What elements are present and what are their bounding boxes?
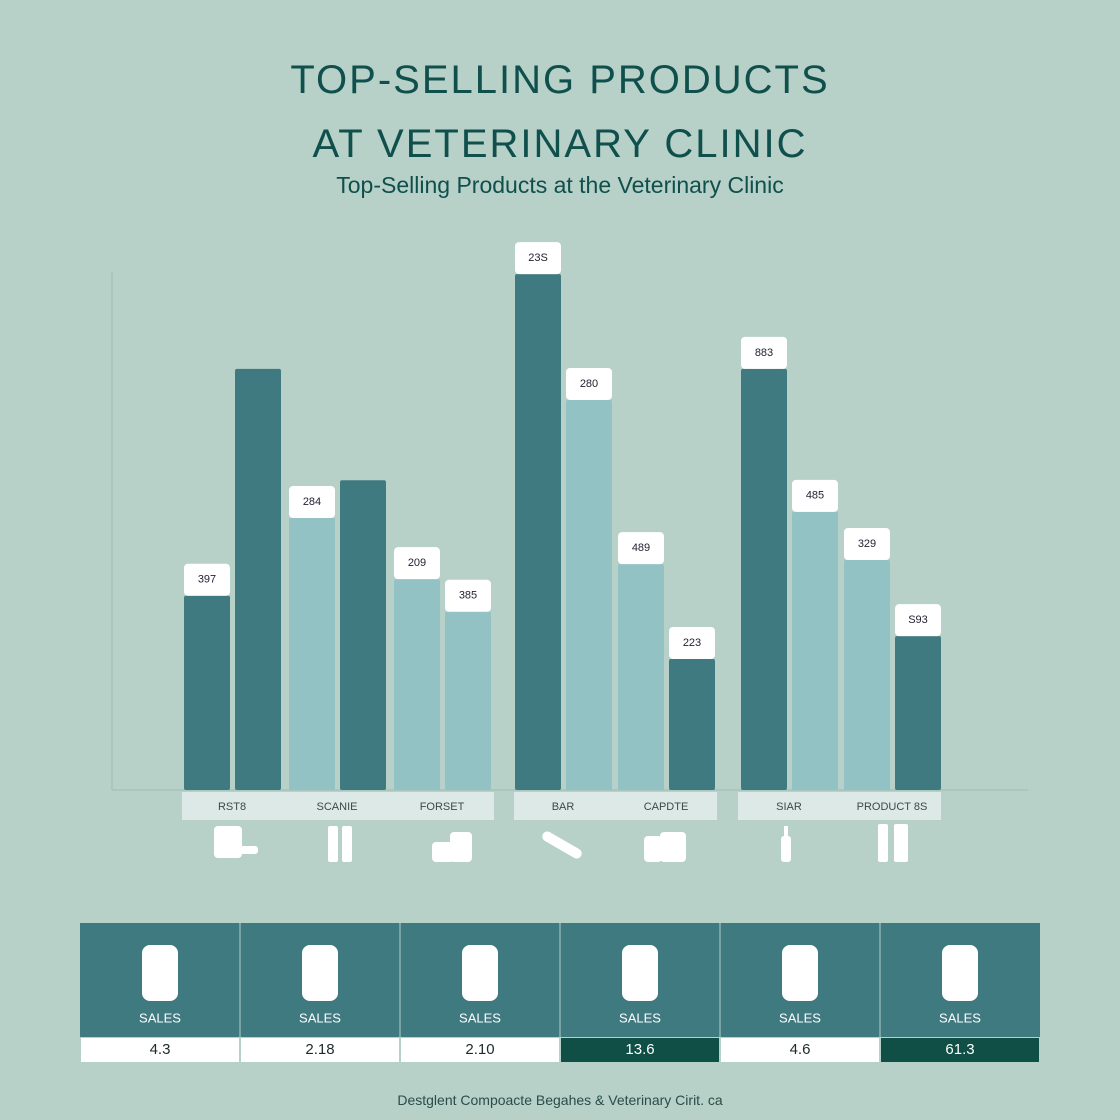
- icon: [302, 945, 338, 1001]
- value-cell: [721, 1038, 879, 1062]
- bar: [895, 636, 941, 790]
- label-box: [669, 626, 715, 659]
- cell-value: 4.3: [150, 1041, 171, 1058]
- label-box: [445, 579, 491, 612]
- label-box: [566, 367, 612, 400]
- bar: [184, 595, 230, 790]
- cell-value: 13.6: [625, 1041, 654, 1058]
- bar: [741, 368, 787, 790]
- x-tick-label: SCANIE: [317, 801, 358, 813]
- bar: [515, 274, 561, 790]
- bar: [618, 564, 664, 790]
- label-strip: [738, 792, 941, 820]
- bar: [566, 399, 612, 790]
- bar-label: 280: [580, 378, 598, 390]
- cell-label: SALES: [619, 1010, 661, 1025]
- value-cell: [241, 1038, 399, 1062]
- bar: [669, 658, 715, 790]
- icon: [462, 945, 498, 1001]
- cell-label: SALES: [139, 1010, 181, 1025]
- cell-label: SALES: [939, 1010, 981, 1025]
- cell-label: SALES: [299, 1010, 341, 1025]
- icon: [622, 945, 658, 1001]
- x-tick-label: FORSET: [420, 801, 465, 813]
- bar: [394, 579, 440, 790]
- x-tick-label: SIAR: [776, 801, 802, 813]
- bar-label: 209: [408, 557, 426, 569]
- bar: [235, 368, 281, 790]
- cell-value: 61.3: [945, 1041, 974, 1058]
- value-cell: [401, 1038, 559, 1062]
- icon: [942, 945, 978, 1001]
- cell-label: SALES: [459, 1010, 501, 1025]
- label-box: [184, 563, 230, 596]
- title: TOP-SELLING PRODUCTS AT VETERINARY CLINI…: [290, 58, 830, 166]
- label-box: [618, 532, 664, 565]
- bar-label: S93: [908, 614, 928, 626]
- bar: [340, 480, 386, 790]
- label-box: [792, 479, 838, 512]
- x-tick-label: PRODUCT 8S: [857, 801, 928, 813]
- cell-value: 4.6: [790, 1041, 811, 1058]
- bar-label: 284: [303, 496, 321, 508]
- subtitle: Top-Selling Products at the Veterinary C…: [336, 172, 784, 198]
- footer: Destglent Compoacte Begahes & Veterinary…: [397, 1092, 723, 1108]
- label-strip: [514, 792, 717, 820]
- cell-value: 2.10: [465, 1041, 494, 1058]
- label-strip: [182, 792, 494, 820]
- label-box: [844, 528, 890, 561]
- cell-label: SALES: [779, 1010, 821, 1025]
- bar-label: 23S: [528, 252, 548, 264]
- label-box: [515, 242, 561, 275]
- label-box: [895, 604, 941, 637]
- bar: [445, 611, 491, 790]
- bar-label: 385: [459, 590, 477, 602]
- icon: [142, 945, 178, 1001]
- x-tick-label: RST8: [218, 801, 246, 813]
- x-tick-label: BAR: [552, 801, 575, 813]
- label-box: [394, 547, 440, 580]
- bar-label: 883: [755, 347, 773, 359]
- bar-label: 397: [198, 574, 216, 586]
- bar-label: 329: [858, 538, 876, 550]
- value-cell: [81, 1038, 239, 1062]
- bar-label: 485: [806, 490, 824, 502]
- bar-label: 489: [632, 542, 650, 554]
- icon: [782, 945, 818, 1001]
- bar: [289, 518, 335, 790]
- cell-value: 2.18: [305, 1041, 334, 1058]
- bar: [792, 511, 838, 790]
- value-cell: [561, 1038, 719, 1062]
- label-box: [741, 336, 787, 369]
- product-icons: [214, 824, 908, 862]
- x-tick-label: CAPDTE: [644, 801, 689, 813]
- value-cell: [881, 1038, 1039, 1062]
- bar-label: 223: [683, 637, 701, 649]
- label-box: [289, 486, 335, 519]
- bar: [844, 560, 890, 790]
